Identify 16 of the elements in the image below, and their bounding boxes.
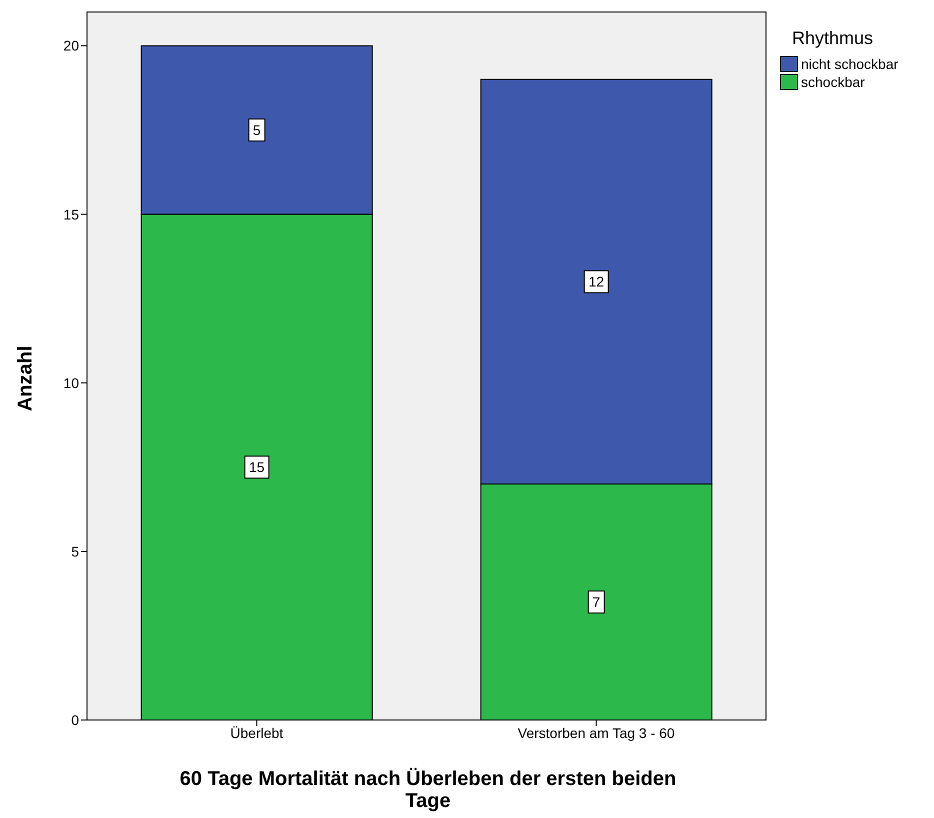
y-tick-label: 0	[71, 712, 80, 728]
x-tick-label: Überlebt	[230, 724, 284, 741]
legend-label: nicht schockbar	[801, 56, 898, 72]
x-axis-title: 60 Tage Mortalität nach Überleben der ersten beiden Tage	[178, 768, 678, 812]
data-label: 15	[249, 459, 265, 476]
x-tick-label: Verstorben am Tag 3 - 60	[518, 724, 675, 741]
data-label: 12	[588, 274, 604, 290]
data-label: 5	[252, 122, 261, 138]
y-axis-title: Anzahl	[14, 345, 38, 411]
data-label: 7	[592, 594, 600, 610]
y-tick-label: 20	[63, 38, 80, 54]
y-tick-label: 10	[63, 374, 80, 391]
y-tick-label: 5	[71, 543, 80, 560]
y-tick-label: 15	[63, 206, 80, 222]
legend-title: Rhythmus	[792, 28, 874, 49]
legend-label: schockbar	[801, 74, 865, 90]
